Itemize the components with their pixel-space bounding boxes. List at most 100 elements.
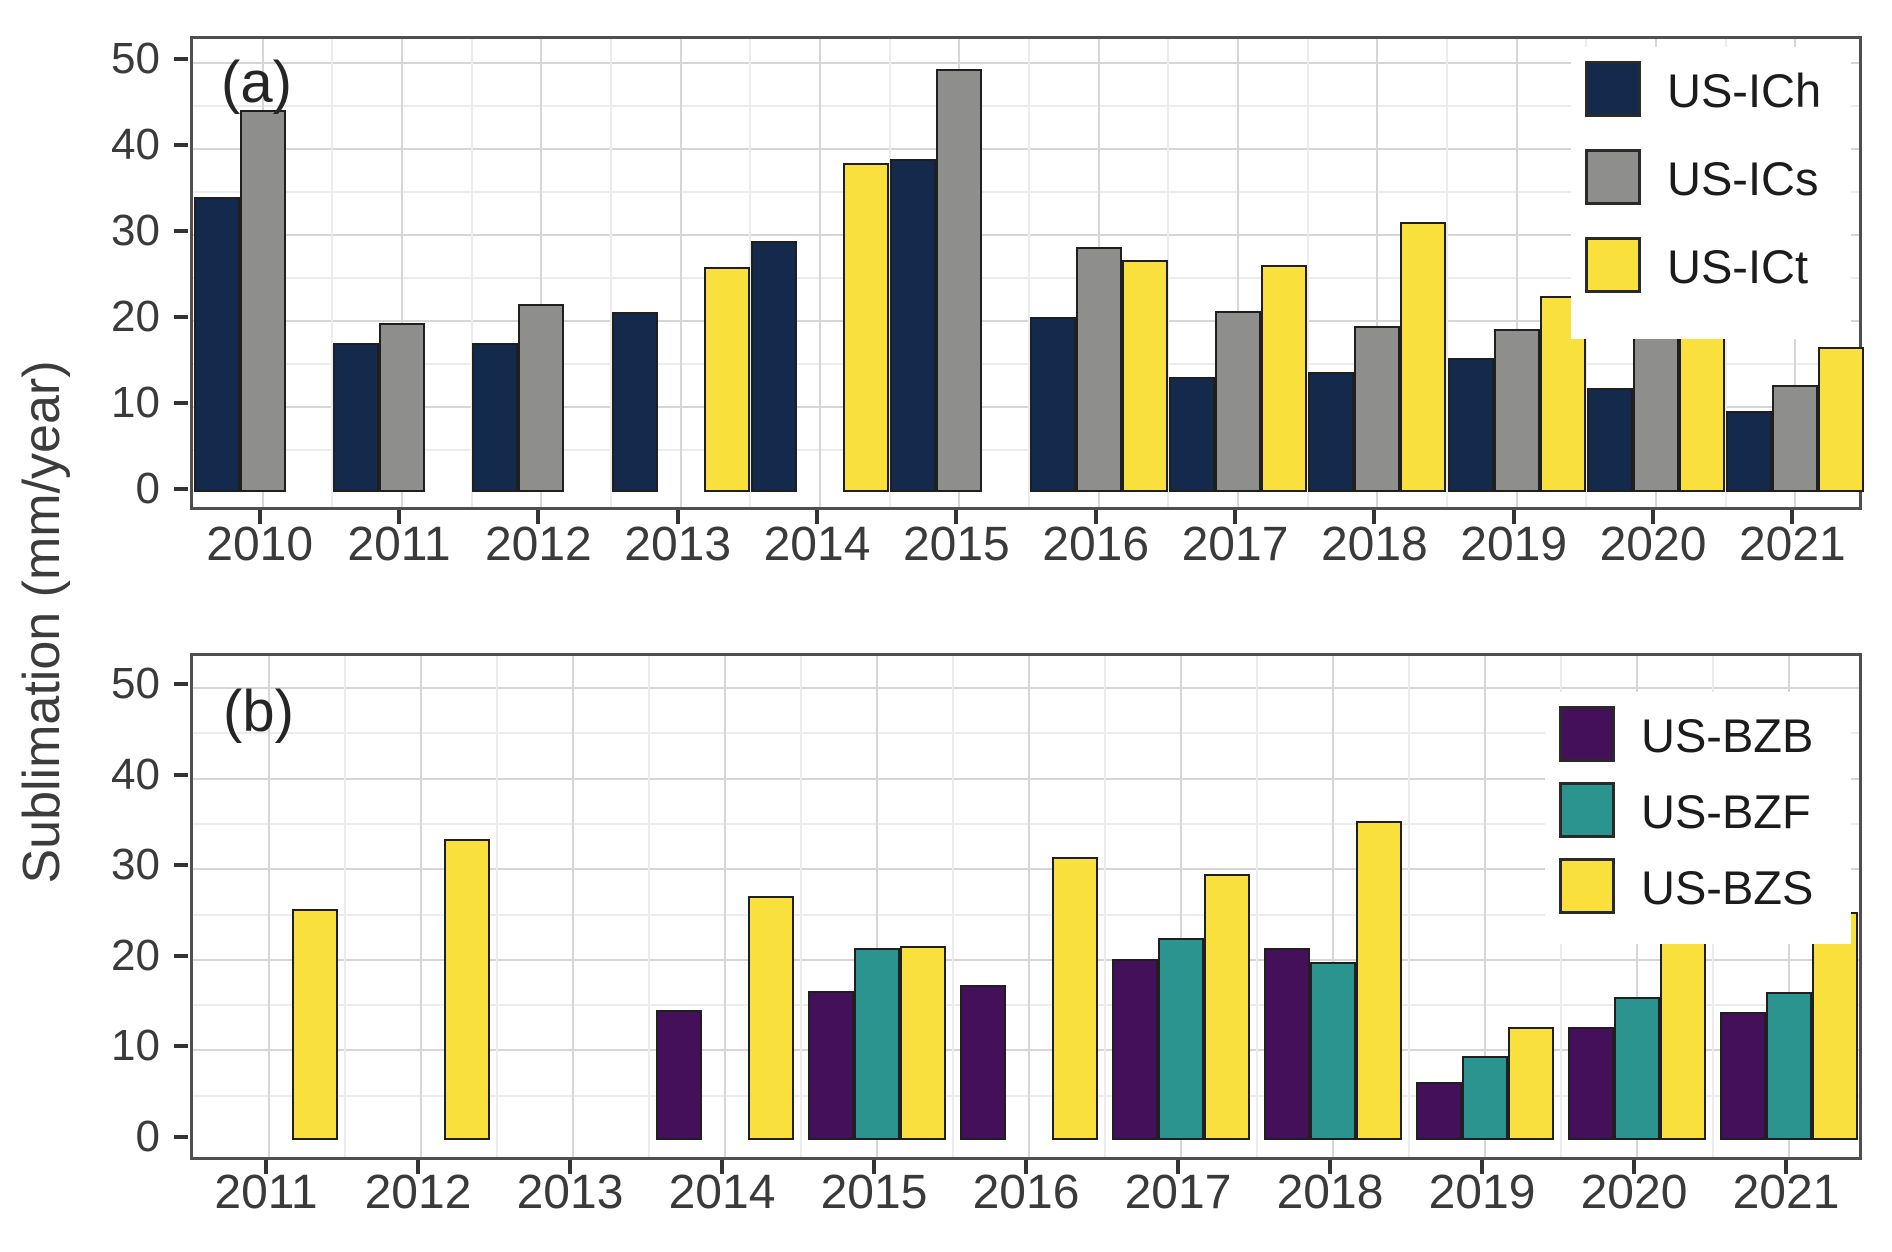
bar-US-BZF-2020 [1614, 996, 1660, 1140]
x-tick-label: 2019 [1428, 1166, 1536, 1219]
x-tick-mark [536, 510, 541, 524]
bar-US-BZS-2017 [1204, 873, 1250, 1140]
x-tick-label: 2016 [1042, 518, 1150, 571]
bar-US-BZS-2012 [444, 839, 490, 1140]
panel-a: (a) US-ICh US-ICs US-ICt [190, 36, 1865, 510]
y-tick-label: 40 [111, 120, 160, 169]
gridline [331, 39, 334, 507]
x-tick-mark [568, 1160, 572, 1174]
bar-US-ICh-2019 [1447, 357, 1494, 492]
gridline [1515, 39, 1518, 507]
x-tick-label: 2012 [364, 1166, 472, 1219]
gridline [1167, 39, 1170, 507]
bar-US-BZB-2020 [1568, 1026, 1614, 1140]
gridline [1180, 656, 1182, 1157]
x-tick-mark [1511, 510, 1516, 524]
y-tick-mark [174, 863, 188, 868]
bar-US-ICs-2020 [1633, 334, 1679, 492]
gridline [420, 656, 422, 1157]
gridline [193, 1094, 1859, 1097]
y-tick-label: 10 [111, 378, 160, 427]
x-tick-label: 2011 [347, 518, 451, 571]
gridline [193, 148, 1859, 150]
bar-US-ICs-2019 [1493, 328, 1540, 492]
x-tick-label: 2021 [1732, 1166, 1840, 1219]
bar-US-ICs-2017 [1215, 311, 1261, 492]
gridline [193, 62, 1859, 64]
bar-US-BZF-2018 [1310, 962, 1356, 1140]
gridline [193, 687, 1859, 689]
x-tick-label: 2011 [214, 1166, 318, 1219]
gridline [193, 958, 1859, 961]
bar-US-ICs-2015 [936, 68, 983, 492]
bar-US-BZB-2016 [960, 985, 1006, 1140]
legend-row: US-BZB [1545, 706, 1851, 766]
bar-US-BZS-2015 [900, 946, 946, 1140]
bar-US-BZS-2011 [292, 908, 338, 1140]
x-tick-label: 2020 [1580, 1166, 1688, 1219]
legend-label: US-BZF [1641, 785, 1811, 838]
gridline [496, 656, 498, 1157]
x-tick-label: 2017 [1181, 518, 1289, 571]
y-tick-label: 20 [111, 292, 160, 341]
y-tick-mark [174, 143, 188, 147]
bar-US-ICs-2016 [1075, 246, 1122, 492]
gridline [1306, 39, 1309, 507]
gridline [193, 822, 1859, 825]
y-tick-mark [174, 57, 188, 61]
bar-US-ICs-2018 [1354, 326, 1401, 492]
x-tick-label: 2016 [972, 1166, 1080, 1219]
y-tick-label: 10 [111, 1021, 160, 1071]
gridline [193, 363, 1859, 365]
bar-US-BZB-2014 [656, 1009, 702, 1140]
bar-US-ICt-2018 [1400, 221, 1447, 492]
y-tick-mark [174, 1135, 188, 1139]
x-tick-mark [954, 510, 959, 524]
gridline [401, 39, 403, 507]
x-tick-label: 2018 [1320, 518, 1428, 571]
bar-US-ICh-2014 [751, 240, 797, 492]
bar-US-ICs-2011 [379, 323, 425, 492]
x-tick-mark [1176, 1160, 1180, 1174]
y-tick-label: 50 [111, 659, 160, 708]
bar-US-BZB-2021 [1720, 1012, 1766, 1140]
x-tick-label: 2019 [1460, 518, 1568, 571]
gridline [344, 656, 346, 1157]
legend-swatch-icon [1585, 149, 1641, 205]
x-tick-label: 2010 [206, 518, 314, 571]
legend-row: US-BZF [1545, 782, 1851, 842]
x-tick-label: 2015 [820, 1166, 928, 1219]
x-tick-mark [1632, 1160, 1636, 1174]
x-tick-mark [1480, 1160, 1484, 1174]
bar-US-ICt-2021 [1818, 346, 1865, 492]
legend-swatch-icon [1585, 237, 1641, 293]
y-tick-mark [174, 1044, 188, 1049]
x-tick-label: 2017 [1124, 1166, 1232, 1219]
bar-US-BZF-2015 [854, 947, 900, 1140]
bar-US-BZS-2014 [748, 896, 794, 1140]
x-tick-label: 2020 [1599, 518, 1707, 571]
x-tick-mark [264, 1160, 268, 1174]
legend-swatch-icon [1559, 858, 1615, 914]
gridline [1408, 656, 1410, 1157]
gridline [952, 656, 954, 1157]
x-tick-mark [1233, 510, 1237, 524]
gridline [193, 105, 1859, 107]
bar-US-ICh-2016 [1029, 317, 1076, 492]
gridline [193, 1004, 1859, 1007]
bar-US-ICh-2015 [890, 159, 937, 492]
gridline [193, 320, 1859, 322]
gridline [679, 39, 682, 507]
legend-label: US-ICs [1667, 152, 1819, 205]
bar-US-BZB-2015 [808, 991, 854, 1140]
x-tick-mark [1651, 510, 1655, 524]
gridline [193, 868, 1859, 871]
y-tick-label: 0 [135, 1112, 160, 1161]
y-tick-mark [174, 487, 188, 491]
x-tick-mark [1093, 510, 1098, 524]
bar-US-ICs-2010 [239, 110, 286, 492]
x-tick-label: 2014 [668, 1166, 776, 1219]
panel-b: (b) US-BZB US-BZF US-BZS [190, 653, 1862, 1160]
bar-US-ICs-2012 [518, 303, 565, 492]
